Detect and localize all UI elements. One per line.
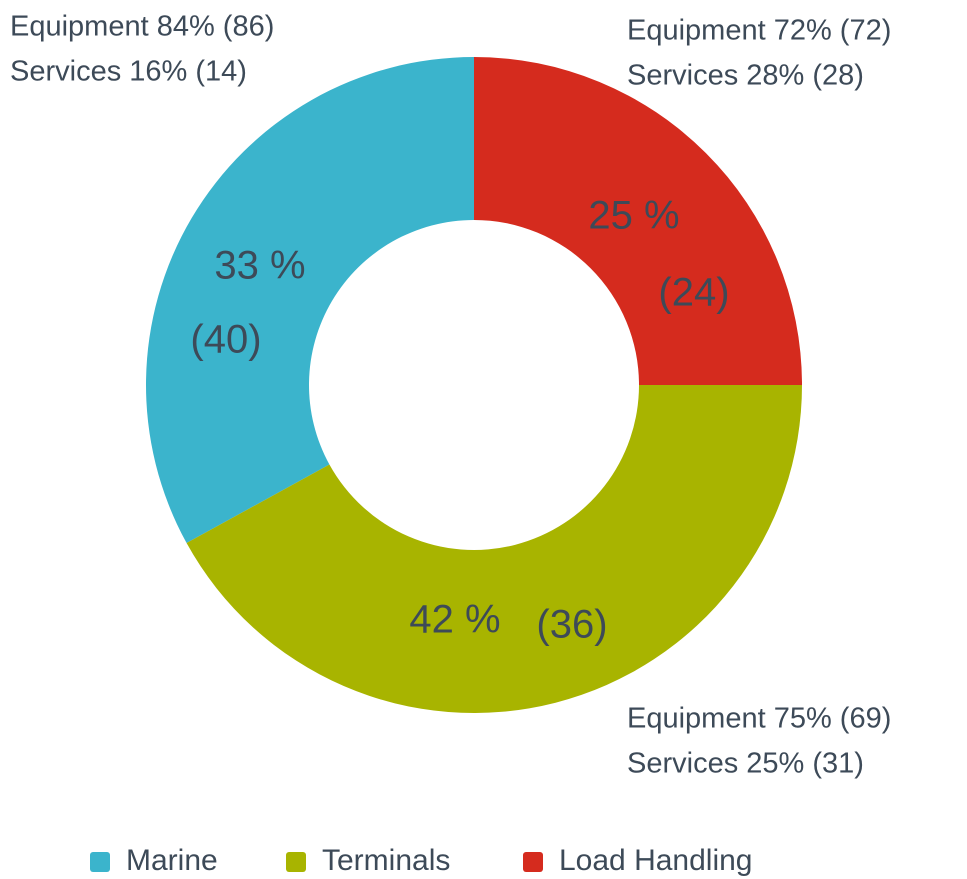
secondary-label: (24) (658, 271, 729, 315)
legend-label: Terminals (322, 844, 450, 877)
legend-label: Load Handling (559, 844, 753, 877)
annotation: Equipment 72% (72) (627, 15, 891, 47)
legend-swatch (523, 852, 543, 872)
annotation: Services 25% (31) (627, 748, 864, 780)
value-label: 33 % (214, 244, 305, 288)
legend-label: Marine (126, 844, 218, 877)
donut-segment (186, 385, 802, 713)
annotation: Services 28% (28) (627, 60, 864, 92)
value-label: 42 % (409, 598, 500, 642)
annotation: Equipment 84% (86) (10, 11, 274, 43)
legend-swatch (286, 852, 306, 872)
donut-segment (474, 57, 802, 385)
donut-segment (145, 57, 474, 544)
annotation: Equipment 75% (69) (627, 703, 891, 735)
legend-swatch (90, 852, 110, 872)
annotation: Services 16% (14) (10, 56, 247, 88)
value-label: 25 % (588, 194, 679, 238)
secondary-label: (40) (190, 318, 261, 362)
secondary-label: (36) (536, 603, 607, 647)
